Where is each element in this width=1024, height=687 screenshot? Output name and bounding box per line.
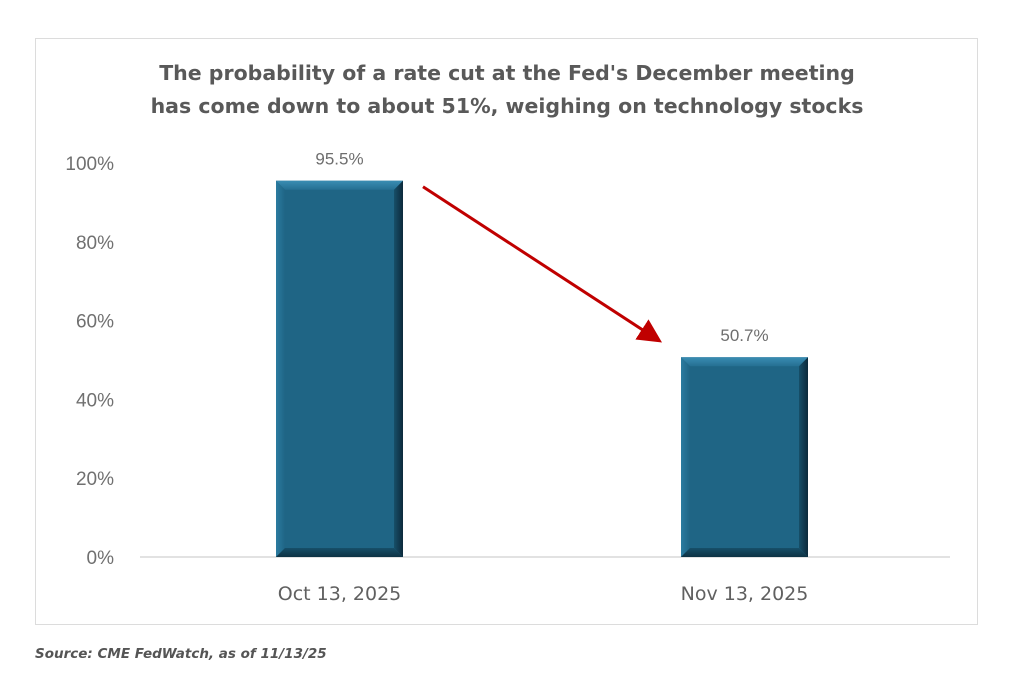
bar-bevel-bottom — [276, 548, 403, 557]
bar-body — [681, 357, 808, 557]
bar — [276, 180, 403, 558]
y-tick-label: 100% — [65, 154, 114, 175]
bar-bevel-top — [276, 180, 403, 190]
y-axis: 0% 20% 40% 60% 80% 100% — [65, 154, 114, 569]
bar-bevel-right — [799, 357, 808, 557]
bar-bevel-right — [394, 180, 403, 558]
bar-bevel-left — [681, 357, 690, 557]
y-tick-label: 40% — [76, 390, 114, 411]
source-note: Source: CME FedWatch, as of 11/13/25 — [35, 646, 327, 662]
data-labels: 95.5% 50.7% — [315, 150, 768, 346]
y-tick-label: 20% — [76, 469, 114, 490]
data-label: 95.5% — [315, 150, 363, 169]
x-tick-label: Oct 13, 2025 — [278, 583, 402, 605]
bars — [276, 180, 808, 558]
data-label: 50.7% — [720, 326, 768, 345]
y-tick-label: 0% — [87, 548, 115, 569]
chart-title-line-2: has come down to about 51%, weighing on … — [151, 94, 864, 118]
bar-bevel-top — [681, 357, 808, 367]
bar-bevel-left — [276, 180, 285, 558]
bar-bevel-bottom — [681, 548, 808, 557]
chart-title-line-1: The probability of a rate cut at the Fed… — [159, 61, 855, 85]
x-tick-label: Nov 13, 2025 — [681, 583, 809, 605]
chart-frame — [35, 38, 978, 625]
y-tick-label: 60% — [76, 312, 114, 333]
bar — [681, 357, 808, 557]
trend-arrow — [422, 185, 663, 343]
chart-title: The probability of a rate cut at the Fed… — [151, 61, 864, 118]
bar-body — [276, 180, 403, 558]
x-axis: Oct 13, 2025 Nov 13, 2025 — [278, 583, 809, 605]
y-tick-label: 80% — [76, 233, 114, 254]
